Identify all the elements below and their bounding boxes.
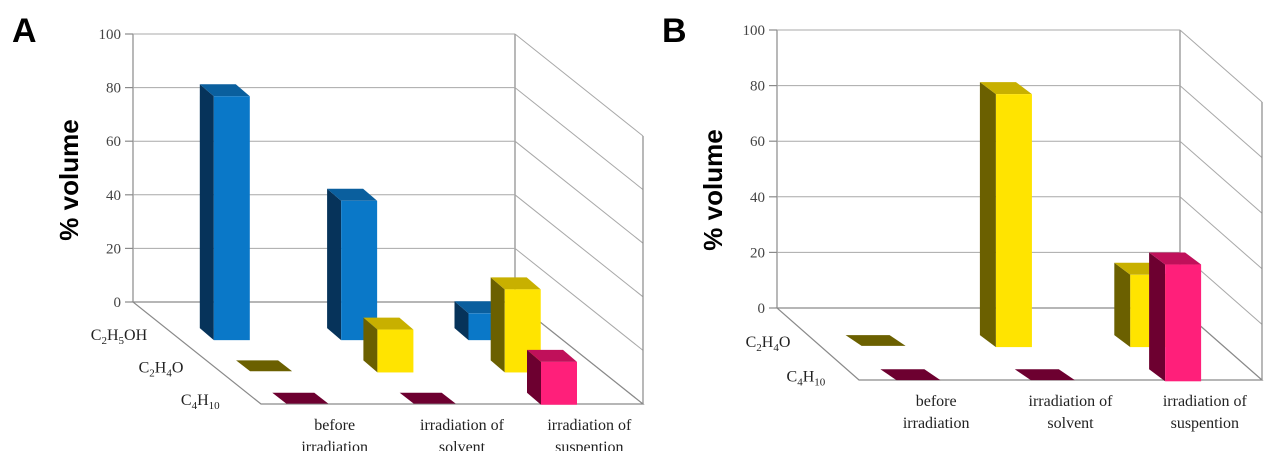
bar-floor-tile	[845, 335, 906, 346]
chart-b-svg: B % volume 0 20 40 60 80 100 C2​H4​O C4​H10​ befor…	[662, 12, 1264, 432]
bar	[979, 82, 1032, 348]
bar	[845, 335, 906, 346]
bar	[399, 392, 456, 404]
gridline-side	[1179, 140, 1263, 214]
series-label: C2​H4​O	[746, 334, 791, 354]
bar-floor-tile	[1014, 369, 1075, 381]
bar-top	[327, 188, 378, 201]
bar-front	[995, 94, 1032, 348]
category-label: irradiation of solvent	[1029, 393, 1114, 432]
y-tick-label: 80	[106, 81, 121, 97]
bar	[1149, 252, 1202, 382]
gridline-side	[1179, 85, 1263, 158]
gridline-side	[1179, 196, 1263, 270]
bar-top	[979, 82, 1032, 95]
bar-floor-tile	[272, 392, 329, 404]
bar-side	[979, 82, 996, 348]
bar-side	[199, 84, 214, 341]
category-label: irradiation of suspention	[547, 417, 632, 451]
bar-side	[327, 188, 342, 341]
bar-front	[213, 96, 250, 341]
panel-letter: B	[662, 12, 687, 50]
bar-front	[541, 361, 577, 405]
chart-panel-a: A % volume 0 20 40 60 80 100 C2​H5​OH C2​H4​O C4​H…	[12, 12, 645, 451]
y-axis-label: % volume	[54, 119, 84, 240]
category-label: irradiation of solvent	[420, 417, 505, 451]
panel-letter: A	[12, 12, 37, 50]
y-tick-label: 40	[750, 190, 765, 206]
y-tick-label: 80	[750, 79, 765, 95]
y-tick-label: 40	[106, 188, 121, 204]
chart-panel-b: B % volume 0 20 40 60 80 100 C2​H4​O C4​H10​ befor…	[650, 0, 1264, 451]
y-tick-label: 60	[106, 134, 121, 150]
bar-floor-tile	[880, 369, 941, 381]
bar-front	[341, 200, 378, 341]
series-label: C4​H10​	[181, 392, 220, 412]
bar-side	[490, 277, 505, 373]
bar-top	[199, 84, 250, 97]
bar-top	[527, 349, 577, 362]
bar	[272, 392, 329, 404]
bar-side	[454, 301, 469, 341]
gridline-side	[514, 87, 644, 190]
bar-floor-tile	[236, 360, 293, 372]
y-tick-label: 20	[750, 245, 765, 261]
gridline-side	[514, 33, 644, 137]
bar-side	[1149, 252, 1166, 382]
bar-top	[363, 317, 414, 330]
chart-a-svg: A % volume 0 20 40 60 80 100 C2​H5​OH C2​H4​O C4​H…	[12, 12, 645, 451]
series-label: C2​H5​OH	[91, 327, 148, 347]
category-label: before irradiation	[903, 393, 970, 432]
y-tick-label: 0	[114, 295, 122, 311]
gridline-side	[514, 194, 644, 298]
bar	[199, 84, 250, 341]
bar	[363, 317, 414, 373]
floor	[775, 307, 1264, 381]
bar-top	[490, 277, 541, 290]
bar	[327, 188, 378, 341]
category-label: before irradiation	[301, 417, 368, 451]
gridline-side	[1179, 29, 1263, 103]
gridline-side	[514, 248, 644, 351]
bar-front	[1165, 264, 1202, 382]
y-tick-label: 100	[99, 27, 122, 43]
gridline-side	[514, 140, 644, 244]
y-tick-label: 100	[743, 23, 766, 39]
bar-front	[377, 329, 414, 373]
bar	[1014, 369, 1075, 381]
bar-side	[527, 349, 541, 405]
bar	[527, 349, 577, 405]
series-label: C4​H10​	[787, 368, 826, 388]
y-tick-label: 20	[106, 241, 121, 257]
bar	[236, 360, 293, 372]
y-axis-label: % volume	[698, 129, 728, 250]
bar-side	[363, 317, 378, 373]
category-label: irradiation of suspention	[1163, 393, 1248, 432]
bar-side	[1114, 262, 1131, 348]
y-tick-label: 0	[758, 301, 766, 317]
bar-floor-tile	[399, 392, 456, 404]
bar	[880, 369, 941, 381]
y-tick-label: 60	[750, 134, 765, 150]
bar-top	[1149, 252, 1202, 265]
series-label: C2​H4​O	[139, 359, 184, 379]
floor	[131, 301, 645, 405]
